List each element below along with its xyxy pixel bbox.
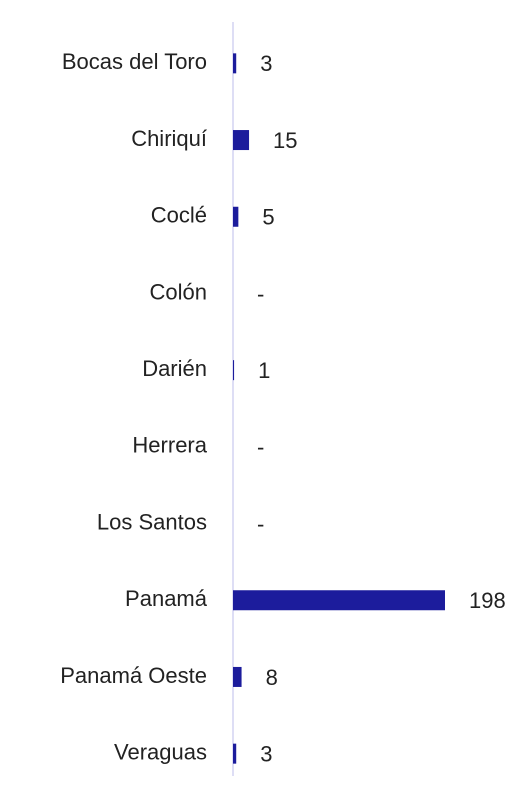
category-label: Coclé: [151, 203, 207, 228]
category-label: Los Santos: [97, 509, 207, 534]
value-label: 198: [469, 588, 506, 613]
value-label: -: [257, 281, 264, 306]
bar: [233, 206, 239, 227]
category-label: Panamá: [125, 586, 208, 611]
value-label: 15: [273, 128, 297, 153]
value-label: 8: [266, 665, 278, 690]
category-label: Chiriquí: [131, 126, 207, 151]
category-label: Darién: [142, 356, 207, 381]
bar: [233, 53, 237, 74]
value-label: 5: [262, 205, 274, 230]
category-label: Panamá Oeste: [60, 663, 207, 688]
bar: [233, 743, 237, 764]
category-label: Veraguas: [114, 739, 207, 764]
value-label: -: [257, 435, 264, 460]
bar: [233, 590, 445, 611]
value-label: 3: [260, 51, 272, 76]
value-label: 3: [260, 741, 272, 766]
value-label: 1: [258, 358, 270, 383]
category-label: Bocas del Toro: [62, 49, 207, 74]
category-label: Colón: [150, 279, 207, 304]
value-label: -: [257, 511, 264, 536]
bar: [233, 666, 242, 687]
category-label: Herrera: [132, 433, 207, 458]
bar: [233, 360, 235, 381]
bar: [233, 130, 250, 151]
